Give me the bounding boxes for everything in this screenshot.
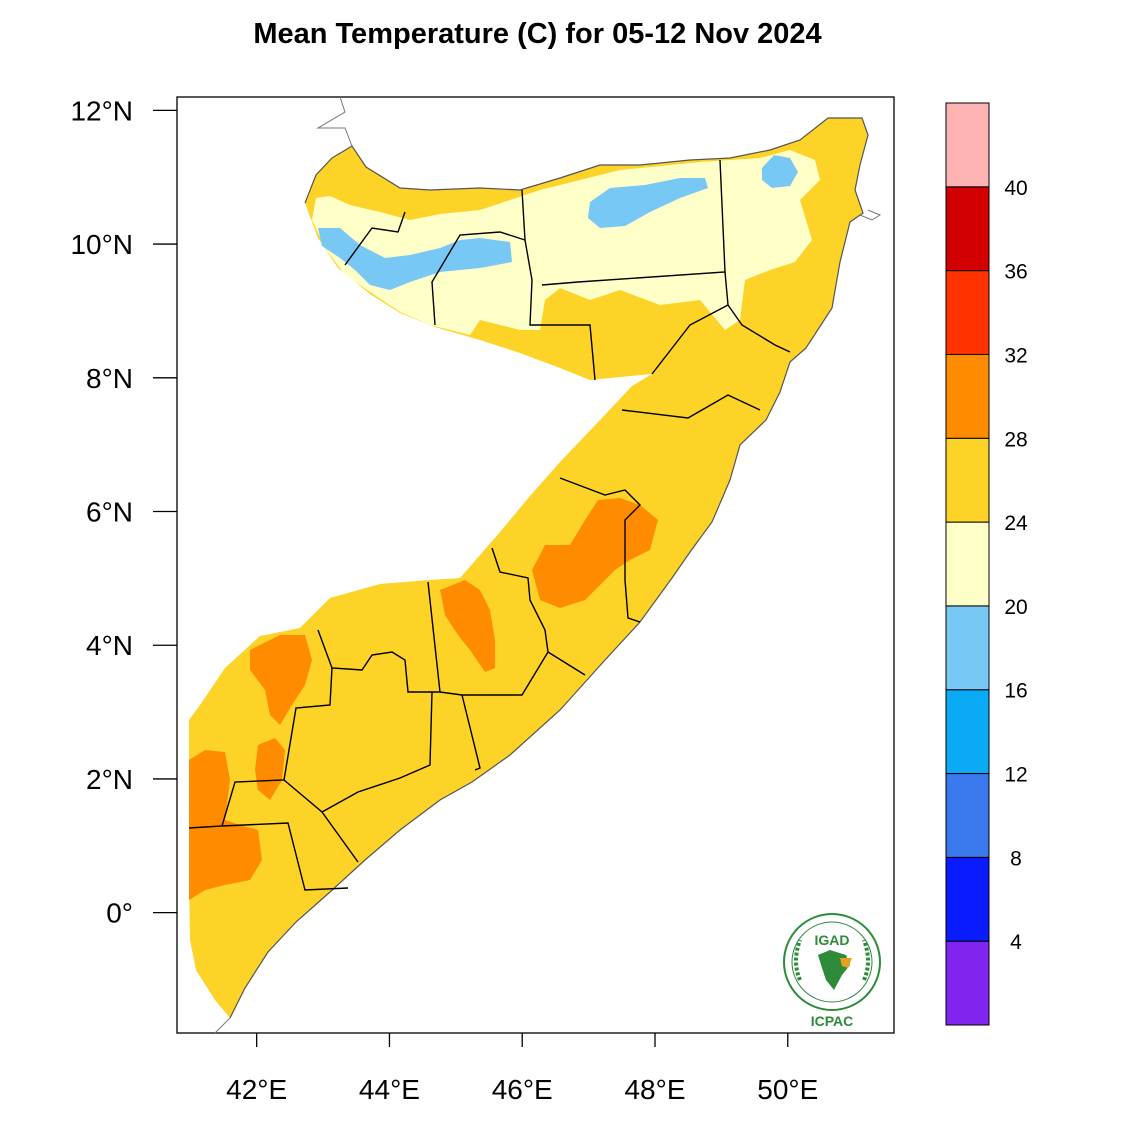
colorbar-label: 4: [1010, 931, 1022, 954]
lon-tick-label: 48°E: [624, 1074, 685, 1105]
colorbar-swatch: [945, 773, 990, 858]
colorbar-label: 32: [1004, 344, 1027, 367]
colorbar-swatch: [945, 186, 990, 272]
colorbar-label: 16: [1004, 680, 1027, 703]
colorbar-label: 28: [1004, 428, 1027, 451]
somalia-landmass: [189, 118, 868, 1018]
colorbar-label: 20: [1004, 596, 1027, 619]
lat-tick-label: 6°N: [86, 497, 133, 528]
logo-inner-ring: [791, 921, 873, 1003]
lon-tick-label: 44°E: [359, 1074, 420, 1105]
coastline: [229, 117, 869, 1019]
horn-highlight-icon: [840, 958, 852, 968]
laurel-right-icon: [862, 939, 870, 981]
zone-20-24: [312, 150, 820, 335]
zone-28-32-west-central: [440, 580, 495, 672]
zone-16-20-central: [588, 178, 708, 228]
colorbar-swatch: [945, 437, 990, 523]
zone-16-20-west: [318, 228, 512, 290]
lat-tick-label: 10°N: [70, 229, 133, 260]
colorbar-swatch: [945, 940, 990, 1026]
lat-tick-label: 8°N: [86, 363, 133, 394]
lon-tick-label: 46°E: [492, 1074, 553, 1105]
logo-top-text: IGAD: [815, 932, 850, 948]
zone-28-32-central: [532, 498, 658, 608]
map-title: Mean Temperature (C) for 05-12 Nov 2024: [253, 18, 822, 50]
colorbar-label: 24: [1004, 512, 1028, 535]
colorbar-swatch: [945, 102, 990, 188]
colorbar: 4 8 12 16 20 24 28 32 36 40: [945, 102, 1028, 1026]
lat-tick-label: 4°N: [86, 630, 133, 661]
colorbar-label: 8: [1010, 847, 1022, 870]
colorbar-label: 12: [1004, 764, 1027, 787]
colorbar-swatch: [945, 270, 990, 355]
lat-tick-label: 12°N: [70, 95, 133, 126]
colorbar-label: 40: [1004, 177, 1027, 200]
longitude-axis: 42°E 44°E 46°E 48°E 50°E: [226, 1033, 818, 1105]
colorbar-swatch: [945, 605, 990, 691]
zone-28-32-southwest-mid: [255, 738, 285, 800]
colorbar-swatch: [945, 353, 990, 439]
colorbar-swatch: [945, 856, 990, 942]
colorbar-swatch: [945, 521, 990, 607]
laurel-left-icon: [794, 939, 802, 981]
lon-tick-label: 50°E: [757, 1074, 818, 1105]
igad-icpac-logo: IGAD ICPAC: [783, 913, 881, 1029]
lat-tick-label: 2°N: [86, 764, 133, 795]
zone-28-32-southwest: [189, 750, 262, 900]
colorbar-swatch: [945, 689, 990, 775]
neighbour-borders: [214, 96, 882, 1034]
lon-tick-label: 42°E: [226, 1074, 287, 1105]
colorbar-label: 36: [1004, 261, 1027, 284]
admin-boundaries: [188, 159, 791, 891]
lat-tick-label: 0°: [106, 898, 133, 929]
zone-28-32-southwest-upper: [250, 635, 312, 725]
logo-bottom-text: ICPAC: [811, 1013, 854, 1029]
zone-16-20-east: [762, 155, 798, 188]
latitude-axis: 12°N 10°N 8°N 6°N 4°N 2°N 0°: [70, 95, 177, 929]
temperature-field: [189, 118, 868, 1018]
